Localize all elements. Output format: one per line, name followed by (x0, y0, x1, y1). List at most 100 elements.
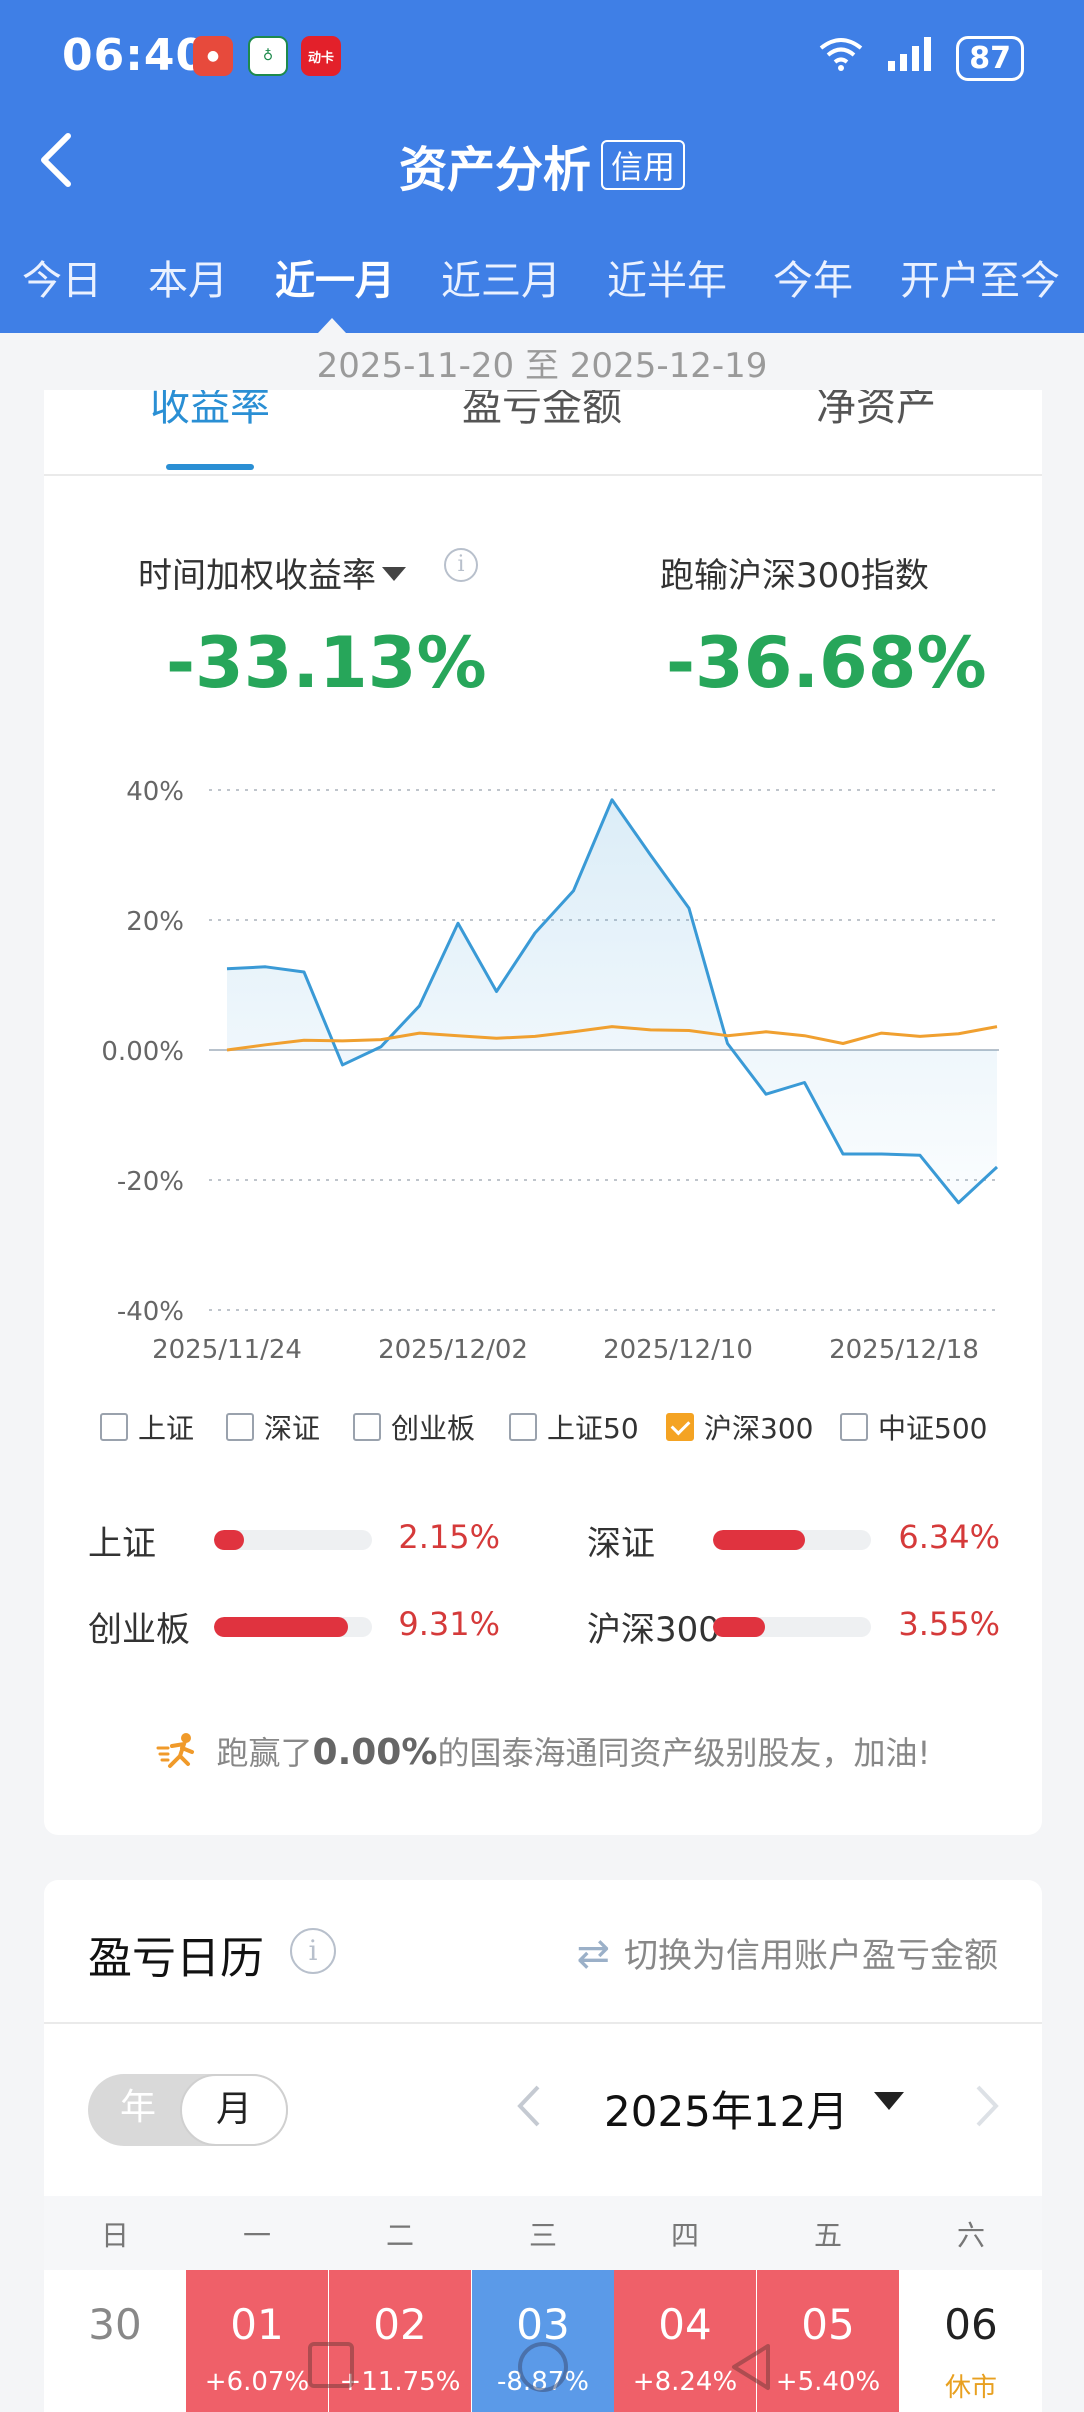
info-icon[interactable]: i (290, 1928, 336, 1974)
next-month-button[interactable] (972, 2076, 1002, 2146)
calendar-day[interactable]: 02 +11.75% (329, 2270, 471, 2412)
day-number: 01 (230, 2300, 284, 2349)
index-legend: 上证 深证 创业板 上证50 沪深300 中证500 (100, 1407, 1050, 1451)
runner-icon (156, 1733, 211, 1773)
month-dropdown-icon[interactable] (874, 2092, 904, 2110)
return-analysis-card: 收益率 盈亏金额 净资产 时间加权收益率 i 跑输沪深300指数 -33.13%… (44, 390, 1042, 1835)
index-name: 创业板 (88, 1610, 190, 1650)
legend-label: 上证 (138, 1412, 195, 1445)
tab-profit-loss[interactable]: 盈亏金额 (462, 390, 622, 430)
app-notification-icon: 动卡 (301, 36, 341, 76)
app-notification-icon: ♁ (248, 36, 288, 76)
tab-underline (166, 464, 254, 470)
legend-item-sse50[interactable]: 上证50 (509, 1407, 639, 1447)
date-range: 2025-11-20 至 2025-12-19 (316, 346, 768, 386)
signal-icon (888, 37, 934, 79)
index-value: 3.55% (898, 1605, 1000, 1643)
divider (44, 2022, 1042, 2024)
back-button[interactable] (36, 130, 96, 200)
tab-this-year[interactable]: 今年 (773, 258, 853, 304)
checkbox-icon (353, 1413, 381, 1441)
index-bar-fill (214, 1530, 245, 1550)
calendar-day[interactable]: 30 (44, 2270, 186, 2412)
index-value: 9.31% (398, 1605, 500, 1643)
switch-account-button[interactable]: ⇄ 切换为信用账户盈亏金额 (576, 1928, 998, 1977)
index-name: 沪深300 (587, 1610, 720, 1650)
calendar-day[interactable]: 04 +8.24% (614, 2270, 756, 2412)
tab-last-month[interactable]: 近一月 (275, 258, 395, 304)
calendar-day[interactable]: 03 -8.87% (472, 2270, 614, 2412)
swap-icon: ⇄ (576, 1931, 610, 1977)
app-header: 06:40 ● ♁ 动卡 87 (0, 0, 1084, 333)
day-number: 30 (88, 2300, 142, 2349)
benchmark-label: 跑输沪深300指数 (660, 556, 929, 596)
weekday-label: 日 (100, 2219, 129, 2252)
tab-this-month[interactable]: 本月 (148, 258, 228, 304)
tab-since-opening[interactable]: 开户至今 (900, 258, 1060, 304)
weekday-label: 二 (385, 2219, 414, 2252)
day-value: +6.07% (204, 2367, 310, 2397)
seg-year[interactable]: 年 (119, 2087, 156, 2128)
legend-item-csi300[interactable]: 沪深300 (666, 1407, 813, 1447)
ranking-tip: 跑赢了0.00%的国泰海通同资产级别股友，加油! (44, 1728, 1042, 1774)
return-type-dropdown[interactable]: 时间加权收益率 (138, 548, 406, 597)
calendar-day[interactable]: 05 +5.40% (757, 2270, 899, 2412)
y-tick-label: -40% (117, 1297, 184, 1327)
weekday-header: 日 一 二 三 四 五 六 (44, 2196, 1042, 2270)
x-tick-label: 2025/12/10 (603, 1335, 753, 1360)
index-name: 上证 (88, 1524, 156, 1564)
chevron-left-icon (41, 133, 71, 187)
wifi-icon (816, 34, 866, 82)
tip-suffix: 的国泰海通同资产级别股友，加油! (437, 1734, 931, 1772)
current-month[interactable]: 2025年12月 (604, 2087, 849, 2136)
status-bar: 06:40 ● ♁ 动卡 87 (0, 0, 1084, 110)
chevron-right-icon (976, 2085, 999, 2127)
index-name: 深证 (587, 1524, 655, 1564)
weekday-label: 六 (956, 2219, 985, 2252)
day-number: 03 (516, 2300, 570, 2349)
index-bar-track (214, 1530, 372, 1550)
legend-item-shenzhen[interactable]: 深证 (226, 1407, 320, 1447)
x-tick-label: 2025/12/02 (378, 1335, 528, 1360)
benchmark-diff-value: -36.68% (666, 622, 987, 704)
prev-month-button[interactable] (514, 2076, 544, 2146)
checkbox-icon (509, 1413, 537, 1441)
y-tick-label: 20% (126, 907, 184, 937)
tab-return-rate[interactable]: 收益率 (150, 390, 270, 430)
status-right: 87 (816, 34, 1024, 82)
return-type-label: 时间加权收益率 (138, 556, 376, 596)
tab-net-assets[interactable]: 净资产 (816, 390, 936, 430)
legend-label: 沪深300 (704, 1412, 814, 1445)
calendar-day[interactable]: 01 +6.07% (186, 2270, 328, 2412)
tip-prefix: 跑赢了 (216, 1734, 313, 1772)
calendar-day[interactable]: 06 休市 (900, 2270, 1042, 2412)
tip-percent: 0.00% (312, 1732, 438, 1773)
checkbox-icon (840, 1413, 868, 1441)
tab-last-3-months[interactable]: 近三月 (441, 258, 561, 304)
legend-label: 深证 (264, 1412, 321, 1445)
legend-item-shanghai[interactable]: 上证 (100, 1407, 194, 1447)
day-value: -8.87% (497, 2367, 589, 2397)
x-tick-label: 2025/12/18 (829, 1335, 979, 1360)
tab-last-half-year[interactable]: 近半年 (607, 258, 727, 304)
weekday-label: 一 (242, 2219, 271, 2252)
day-value: +5.40% (775, 2367, 881, 2397)
index-value: 2.15% (398, 1518, 500, 1556)
legend-label: 创业板 (391, 1412, 476, 1445)
tab-today[interactable]: 今日 (22, 258, 102, 304)
day-number: 04 (658, 2300, 712, 2349)
checkbox-checked-icon (666, 1413, 694, 1441)
weekday-label: 五 (813, 2219, 842, 2252)
page-title-text: 资产分析 (398, 142, 591, 198)
legend-item-chinext[interactable]: 创业板 (353, 1407, 475, 1447)
day-number: 02 (373, 2300, 427, 2349)
index-value: 6.34% (898, 1518, 1000, 1556)
index-bar-track (713, 1530, 871, 1550)
legend-label: 中证500 (878, 1412, 988, 1445)
seg-month[interactable]: 月 (180, 2074, 288, 2146)
legend-item-csi500[interactable]: 中证500 (840, 1407, 987, 1447)
return-line-chart: 40% 20% 0.00% -20% -40% 2025/11/24 2025/12/02 2… (101, 780, 999, 1360)
status-time: 06:40 (62, 30, 208, 81)
index-bar-fill (713, 1530, 805, 1550)
info-icon[interactable]: i (444, 548, 478, 582)
